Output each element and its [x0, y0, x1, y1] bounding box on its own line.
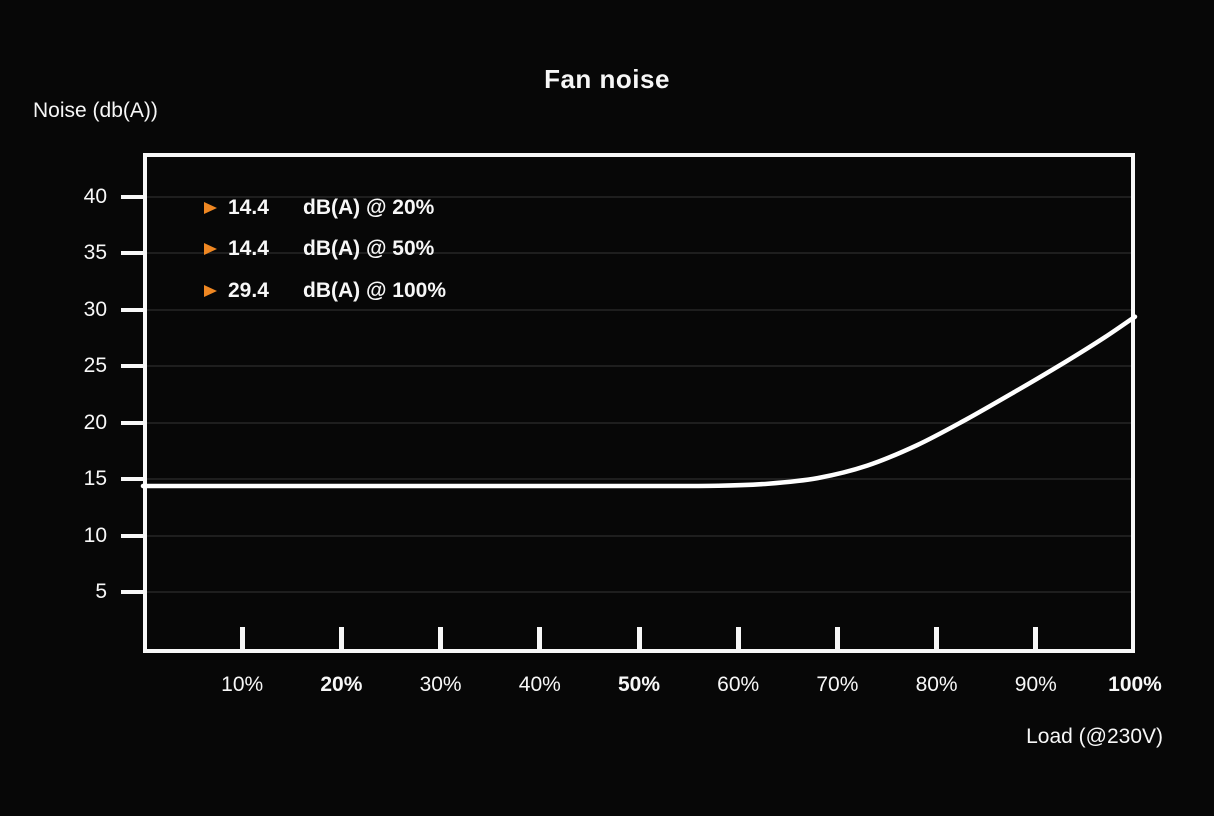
- x-tick-label: 60%: [717, 673, 760, 696]
- x-tick: [735, 627, 741, 649]
- legend-item: 29.4 dB(A) @ 100%: [204, 270, 446, 312]
- y-tick: [121, 477, 143, 482]
- x-tick: [1033, 627, 1039, 649]
- x-tick-label: 10%: [221, 673, 264, 696]
- x-tick-label: 20%: [320, 673, 363, 696]
- x-tick-label: 30%: [419, 673, 462, 696]
- y-tick: [121, 251, 143, 256]
- triangle-right-icon: [204, 284, 217, 297]
- x-tick: [636, 627, 642, 649]
- y-tick-label: 20: [83, 410, 107, 434]
- legend-value: 29.4: [228, 278, 269, 302]
- gridline: [147, 421, 1131, 424]
- x-tick-label: 90%: [1014, 673, 1057, 696]
- x-tick: [239, 627, 245, 649]
- plot-area: [143, 153, 1135, 653]
- y-tick-label: 15: [83, 467, 107, 491]
- x-axis-title: Load (@230V): [1026, 725, 1163, 748]
- legend-item: 14.4 dB(A) @ 50%: [204, 229, 446, 271]
- legend: 14.4 dB(A) @ 20% 14.4 dB(A) @ 50% 29.4 d…: [204, 187, 446, 312]
- x-tick-label: 40%: [518, 673, 561, 696]
- x-tick: [934, 627, 940, 649]
- y-tick: [121, 307, 143, 312]
- triangle-right-icon: [204, 201, 217, 214]
- y-tick: [121, 420, 143, 425]
- x-tick-label: 100%: [1108, 673, 1162, 696]
- x-tick-label: 70%: [816, 673, 859, 696]
- y-tick: [121, 590, 143, 595]
- x-tick: [834, 627, 840, 649]
- legend-item: 14.4 dB(A) @ 20%: [204, 187, 446, 229]
- legend-label: dB(A) @ 50%: [303, 237, 435, 261]
- y-axis-title: Noise (db(A)): [33, 99, 158, 122]
- y-tick: [121, 533, 143, 538]
- gridline: [147, 534, 1131, 537]
- y-tick-label: 5: [95, 580, 107, 604]
- x-tick-label: 50%: [617, 673, 661, 696]
- y-tick-label: 30: [83, 297, 107, 321]
- gridline: [147, 591, 1131, 594]
- x-tick: [338, 627, 344, 649]
- noise-curve: [140, 314, 1138, 489]
- x-tick-label: 80%: [915, 673, 958, 696]
- y-tick-label: 35: [83, 241, 107, 265]
- y-tick: [121, 195, 143, 200]
- gridline: [147, 365, 1131, 368]
- gridline: [147, 252, 1131, 255]
- gridline: [147, 196, 1131, 199]
- legend-label: dB(A) @ 20%: [303, 195, 435, 219]
- gridline: [147, 478, 1131, 481]
- y-tick-label: 25: [83, 354, 107, 378]
- legend-value: 14.4: [228, 195, 269, 219]
- gridline: [147, 308, 1131, 311]
- y-tick: [121, 364, 143, 369]
- x-tick: [537, 627, 543, 649]
- chart-title: Fan noise: [544, 64, 670, 94]
- y-tick-label: 10: [83, 523, 107, 547]
- x-tick: [438, 627, 444, 649]
- legend-value: 14.4: [228, 237, 269, 261]
- y-tick-label: 40: [83, 185, 107, 209]
- triangle-right-icon: [204, 243, 217, 256]
- legend-label: dB(A) @ 100%: [303, 278, 447, 302]
